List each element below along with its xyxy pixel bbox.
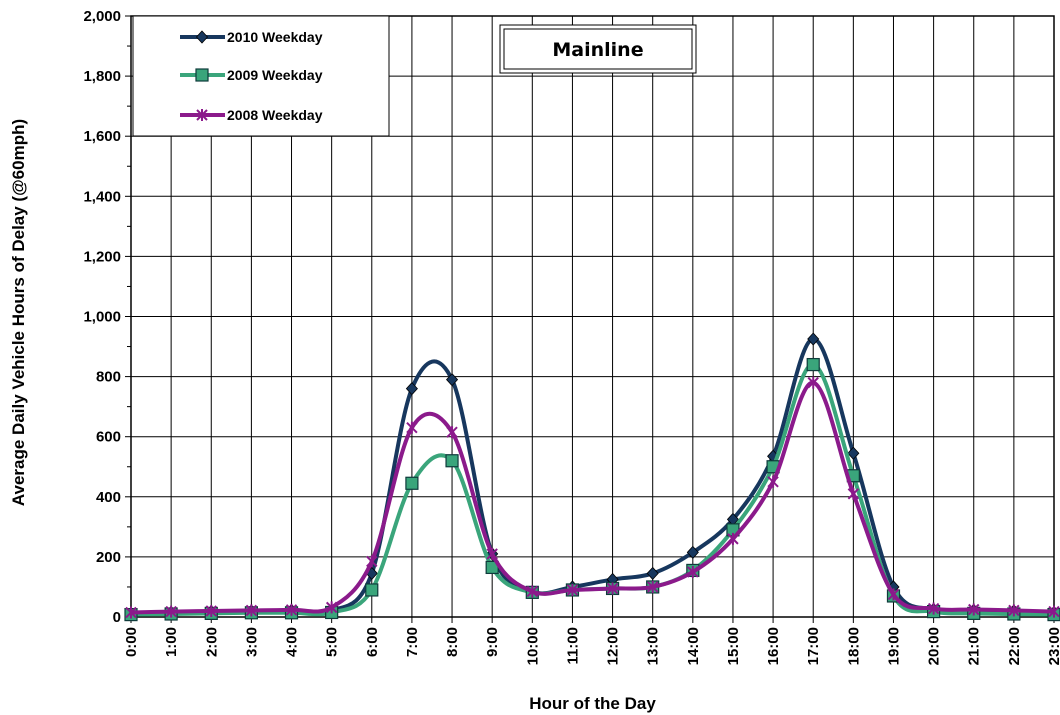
y-tick-label: 800 [96, 369, 121, 386]
x-tick-label: 8:00 [444, 627, 461, 657]
series-line [130, 380, 1055, 615]
diamond-marker [646, 566, 659, 581]
star-marker [526, 585, 539, 598]
star-marker [285, 603, 298, 616]
x-tick-label: 17:00 [805, 627, 822, 665]
x-tick-label: 20:00 [926, 627, 943, 665]
x-tick-label: 16:00 [765, 627, 782, 665]
star-marker [366, 555, 378, 568]
x-tick-label: 9:00 [484, 627, 501, 657]
x-tick-label: 13:00 [645, 627, 662, 665]
x-tick-label: 14:00 [685, 627, 702, 665]
diamond-marker [446, 373, 459, 387]
star-marker [486, 547, 498, 560]
series-line [130, 337, 1055, 616]
star-marker [887, 588, 900, 601]
y-tick-label: 1,800 [83, 68, 121, 85]
x-tick-label: 7:00 [404, 627, 421, 657]
legend-label: 2008 Weekday [227, 107, 323, 123]
star-marker [446, 426, 458, 439]
y-tick-label: 400 [96, 489, 121, 506]
x-tick-label: 1:00 [163, 627, 180, 657]
x-tick-label: 10:00 [524, 627, 541, 665]
star-marker [125, 606, 137, 619]
mainline-label: Mainline [552, 39, 643, 61]
star-marker [927, 602, 940, 615]
series-line [130, 362, 1055, 617]
star-marker [968, 603, 980, 616]
x-tick-label: 11:00 [564, 627, 581, 665]
legend-label: 2010 Weekday [227, 29, 323, 45]
x-tick-label: 5:00 [324, 627, 341, 657]
star-marker [687, 565, 699, 578]
diamond-marker [405, 382, 418, 396]
x-axis-ticks: 0:00 1:00 2:00 3:00 4:00 5:00 6:00 7:00 8:00 9:00… [123, 617, 1060, 665]
star-marker [807, 376, 819, 389]
star-marker [406, 421, 418, 434]
y-axis-ticks: 0 200 400 600 800 1,000 1,200 1,400 1,600 1,800 2,… [83, 8, 131, 626]
series-lines [124, 332, 1060, 622]
y-tick-label: 0 [113, 609, 121, 626]
x-tick-label: 12:00 [605, 627, 622, 665]
x-tick-label: 21:00 [966, 627, 983, 665]
x-tick-label: 22:00 [1006, 627, 1023, 665]
x-tick-label: 2:00 [203, 627, 220, 657]
y-axis-title: Average Daily Vehicle Hours of Delay (@6… [9, 119, 28, 506]
legend-box [132, 15, 390, 137]
diamond-marker [195, 30, 209, 44]
diamond-marker [686, 545, 699, 559]
square-marker [445, 454, 459, 468]
legend-label: 2009 Weekday [227, 67, 323, 83]
star-marker [205, 604, 217, 617]
star-marker [847, 487, 860, 500]
x-tick-label: 15:00 [725, 627, 742, 665]
y-tick-label: 2,000 [83, 8, 121, 25]
diamond-marker [847, 446, 860, 460]
y-tick-label: 1,000 [83, 309, 121, 326]
y-tick-label: 1,200 [83, 248, 121, 265]
star-marker [566, 583, 579, 596]
diamond-marker [807, 332, 820, 346]
square-marker [405, 476, 419, 490]
square-marker [806, 357, 820, 372]
x-tick-label: 6:00 [364, 627, 381, 657]
square-marker [195, 68, 209, 82]
x-tick-label: 4:00 [284, 627, 301, 657]
star-marker [1008, 604, 1020, 617]
y-tick-label: 1,400 [83, 188, 121, 205]
star-marker [646, 580, 659, 593]
series-2010-weekday [124, 332, 1060, 620]
star-marker [165, 605, 177, 618]
x-tick-label: 0:00 [123, 627, 140, 657]
x-tick-label: 19:00 [885, 627, 902, 665]
star-marker [767, 475, 779, 488]
legend: 2010 Weekday 2009 Weekday 2008 Weekday [132, 15, 390, 137]
star-marker [727, 532, 739, 545]
star-marker [245, 604, 258, 617]
x-tick-label: 3:00 [243, 627, 260, 657]
y-tick-label: 600 [96, 429, 121, 446]
star-marker [1048, 605, 1060, 618]
star-marker [196, 109, 208, 121]
y-tick-label: 1,600 [83, 128, 121, 145]
mainline-label-box: Mainline [499, 24, 697, 74]
x-tick-label: 23:00 [1046, 627, 1060, 665]
x-axis-title: Hour of the Day [529, 694, 656, 713]
star-marker [606, 582, 619, 595]
star-marker [325, 601, 338, 614]
series-2008-weekday [125, 376, 1060, 619]
x-tick-label: 18:00 [845, 627, 862, 665]
y-tick-label: 200 [96, 549, 121, 566]
square-marker [365, 583, 379, 597]
